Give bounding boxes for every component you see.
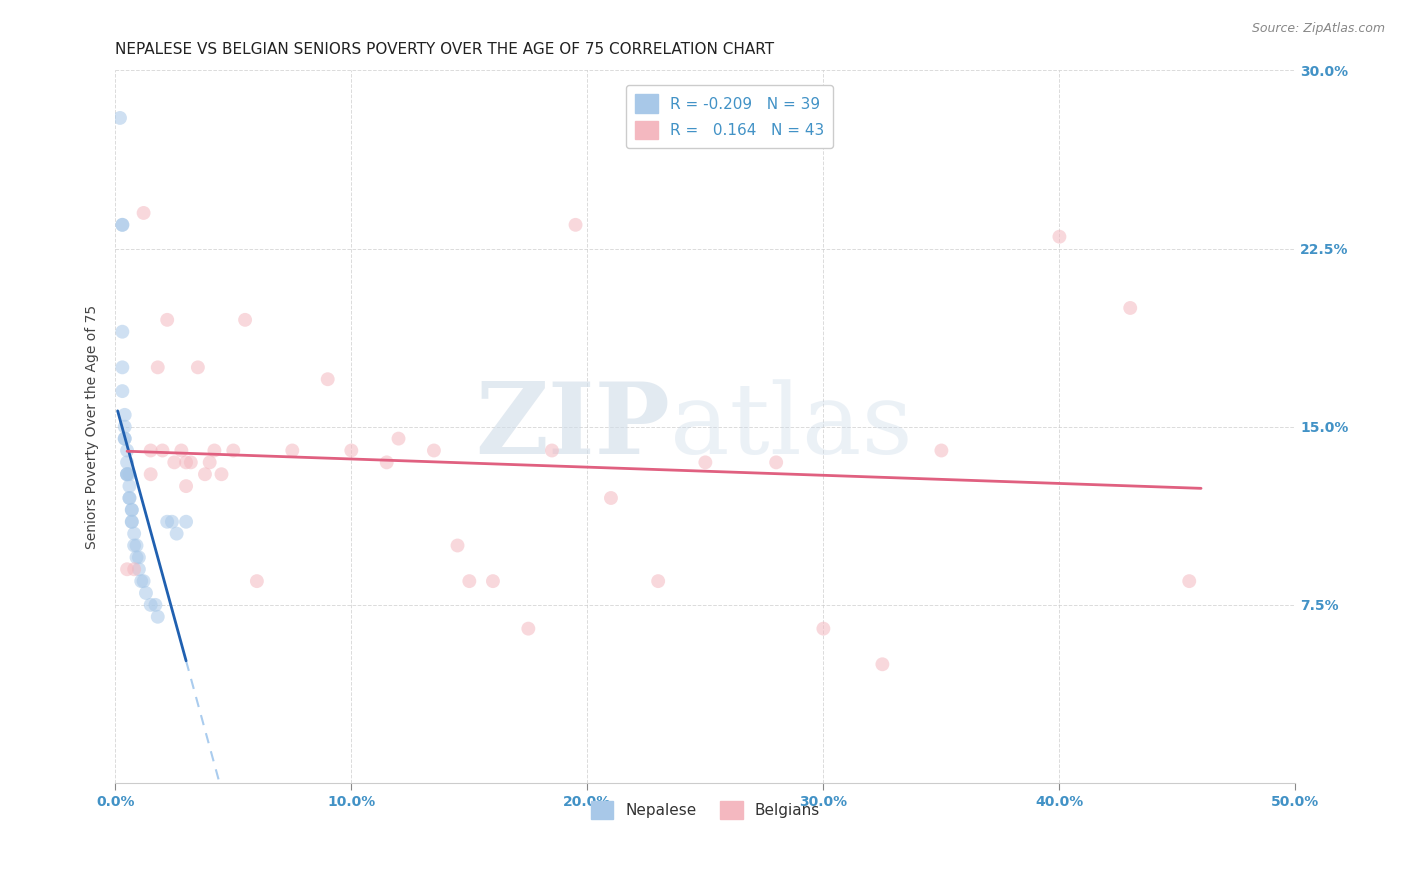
Point	[166, 526, 188, 541]
Point	[129, 574, 152, 588]
Point	[146, 360, 169, 375]
Y-axis label: Seniors Poverty Over the Age of 75: Seniors Poverty Over the Age of 75	[86, 305, 100, 549]
Point	[108, 111, 131, 125]
Point	[146, 609, 169, 624]
Point	[211, 467, 233, 482]
Point	[931, 443, 953, 458]
Point	[174, 515, 197, 529]
Point	[118, 467, 141, 482]
Point	[132, 206, 155, 220]
Point	[125, 550, 148, 565]
Point	[115, 455, 138, 469]
Point	[600, 491, 623, 505]
Text: atlas: atlas	[671, 379, 912, 475]
Point	[517, 622, 540, 636]
Point	[118, 479, 141, 493]
Point	[111, 360, 134, 375]
Point	[122, 526, 145, 541]
Legend: Nepalese, Belgians: Nepalese, Belgians	[585, 795, 827, 825]
Point	[132, 574, 155, 588]
Point	[139, 467, 162, 482]
Point	[281, 443, 304, 458]
Point	[111, 218, 134, 232]
Point	[813, 622, 835, 636]
Point	[202, 443, 225, 458]
Point	[246, 574, 269, 588]
Point	[135, 586, 157, 600]
Point	[139, 598, 162, 612]
Point	[446, 539, 468, 553]
Text: ZIP: ZIP	[475, 378, 671, 475]
Point	[114, 419, 136, 434]
Point	[541, 443, 564, 458]
Point	[340, 443, 363, 458]
Point	[118, 491, 141, 505]
Point	[121, 503, 143, 517]
Point	[111, 325, 134, 339]
Point	[111, 384, 134, 398]
Point	[174, 455, 197, 469]
Point	[222, 443, 245, 458]
Point	[458, 574, 481, 588]
Point	[187, 360, 209, 375]
Point	[1119, 301, 1142, 315]
Point	[170, 443, 193, 458]
Point	[128, 562, 150, 576]
Point	[647, 574, 669, 588]
Point	[564, 218, 586, 232]
Point	[122, 539, 145, 553]
Point	[152, 443, 174, 458]
Point	[128, 550, 150, 565]
Point	[114, 432, 136, 446]
Point	[111, 218, 134, 232]
Point	[765, 455, 787, 469]
Point	[1049, 229, 1071, 244]
Point	[423, 443, 446, 458]
Point	[375, 455, 398, 469]
Point	[156, 515, 179, 529]
Point	[174, 479, 197, 493]
Point	[115, 443, 138, 458]
Point	[115, 467, 138, 482]
Point	[194, 467, 217, 482]
Point	[115, 562, 138, 576]
Point	[160, 515, 183, 529]
Point	[145, 598, 167, 612]
Point	[139, 443, 162, 458]
Point	[695, 455, 717, 469]
Point	[233, 313, 256, 327]
Point	[198, 455, 221, 469]
Point	[180, 455, 202, 469]
Point	[122, 562, 145, 576]
Point	[387, 432, 409, 446]
Point	[125, 539, 148, 553]
Point	[316, 372, 339, 386]
Point	[118, 491, 141, 505]
Text: NEPALESE VS BELGIAN SENIORS POVERTY OVER THE AGE OF 75 CORRELATION CHART: NEPALESE VS BELGIAN SENIORS POVERTY OVER…	[115, 42, 775, 57]
Point	[482, 574, 505, 588]
Point	[163, 455, 186, 469]
Point	[115, 467, 138, 482]
Point	[156, 313, 179, 327]
Point	[121, 515, 143, 529]
Text: Source: ZipAtlas.com: Source: ZipAtlas.com	[1251, 22, 1385, 36]
Point	[1178, 574, 1201, 588]
Point	[121, 503, 143, 517]
Point	[115, 467, 138, 482]
Point	[114, 408, 136, 422]
Point	[114, 432, 136, 446]
Point	[121, 515, 143, 529]
Point	[872, 657, 894, 672]
